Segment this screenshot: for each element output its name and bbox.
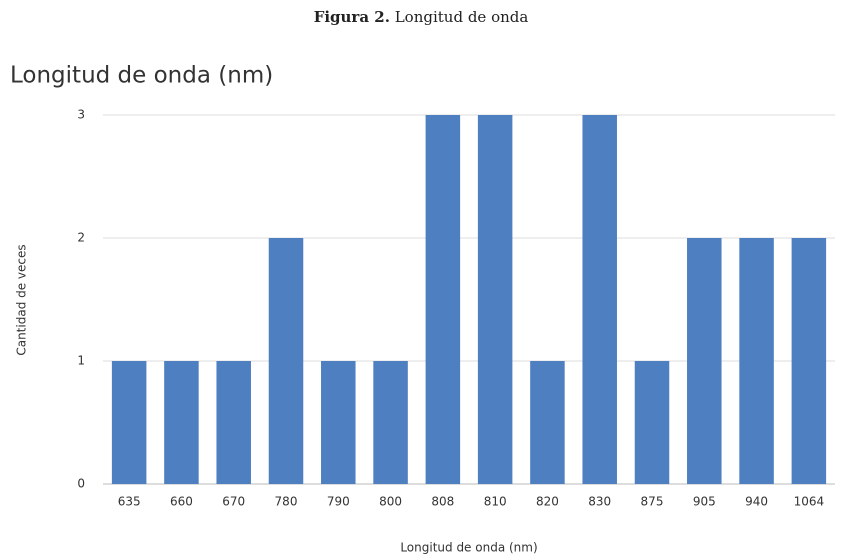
bar xyxy=(373,361,408,484)
figure-caption: Figura 2. Longitud de onda xyxy=(314,8,529,26)
bar xyxy=(164,361,199,484)
x-tick-label: 808 xyxy=(431,495,454,509)
y-tick-label: 1 xyxy=(77,354,85,368)
bar xyxy=(477,115,513,484)
x-tick-label: 940 xyxy=(745,495,768,509)
bar xyxy=(687,238,722,484)
x-tick-label: 820 xyxy=(536,495,559,509)
bar xyxy=(111,361,147,484)
x-tick-label: 780 xyxy=(275,495,298,509)
x-tick-label: 660 xyxy=(170,495,193,509)
bar xyxy=(791,238,827,484)
bar xyxy=(530,361,565,484)
x-tick-label: 1064 xyxy=(794,495,825,509)
y-tick-label: 0 xyxy=(77,477,85,491)
x-tick-label: 635 xyxy=(118,495,141,509)
bar xyxy=(582,115,617,484)
x-axis-label: Longitud de onda (nm) xyxy=(400,541,537,555)
bar xyxy=(216,361,251,484)
bar xyxy=(634,361,670,484)
bar xyxy=(425,115,461,484)
figure-caption-text: Longitud de onda xyxy=(395,8,529,26)
figure-label: Figura 2. xyxy=(314,8,390,26)
x-tick-label: 905 xyxy=(693,495,716,509)
y-axis-label: Cantidad de veces xyxy=(15,244,29,355)
x-tick-label: 810 xyxy=(484,495,507,509)
x-tick-label: 830 xyxy=(588,495,611,509)
bar xyxy=(739,238,774,484)
x-tick-label: 875 xyxy=(641,495,664,509)
bar xyxy=(321,361,356,484)
x-tick-label: 800 xyxy=(379,495,402,509)
y-tick-label: 2 xyxy=(77,231,85,245)
x-tick-label: 790 xyxy=(327,495,350,509)
x-tick-label: 670 xyxy=(222,495,245,509)
chart-title: Longitud de onda (nm) xyxy=(10,63,273,89)
bar xyxy=(268,238,304,484)
y-tick-label: 3 xyxy=(77,108,85,122)
